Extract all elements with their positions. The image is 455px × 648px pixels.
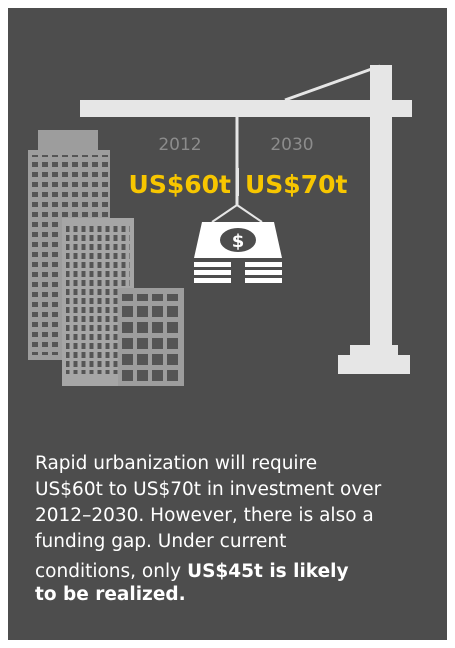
crane: [80, 64, 412, 374]
body-text: 2012–2030. However, there is also a: [35, 505, 374, 526]
money-bundle: [194, 222, 282, 283]
body-text: US$60t to US$70t in investment over: [35, 479, 382, 500]
body-text: Rapid urbanization will require: [35, 453, 317, 474]
amount: US$60t: [129, 170, 231, 199]
body-text: conditions, only US$45t is likely: [35, 561, 349, 582]
year: 2012: [158, 135, 201, 155]
amount: US$70t: [245, 170, 347, 199]
bill-symbol: $: [232, 231, 245, 252]
buildings: [28, 130, 184, 386]
body-text: funding gap. Under current: [35, 531, 286, 552]
bold-text: US$45t is likely: [187, 561, 348, 582]
year: 2030: [270, 135, 313, 155]
bold-text: to be realized.: [35, 584, 186, 605]
body-text: conditions, only: [35, 561, 181, 582]
